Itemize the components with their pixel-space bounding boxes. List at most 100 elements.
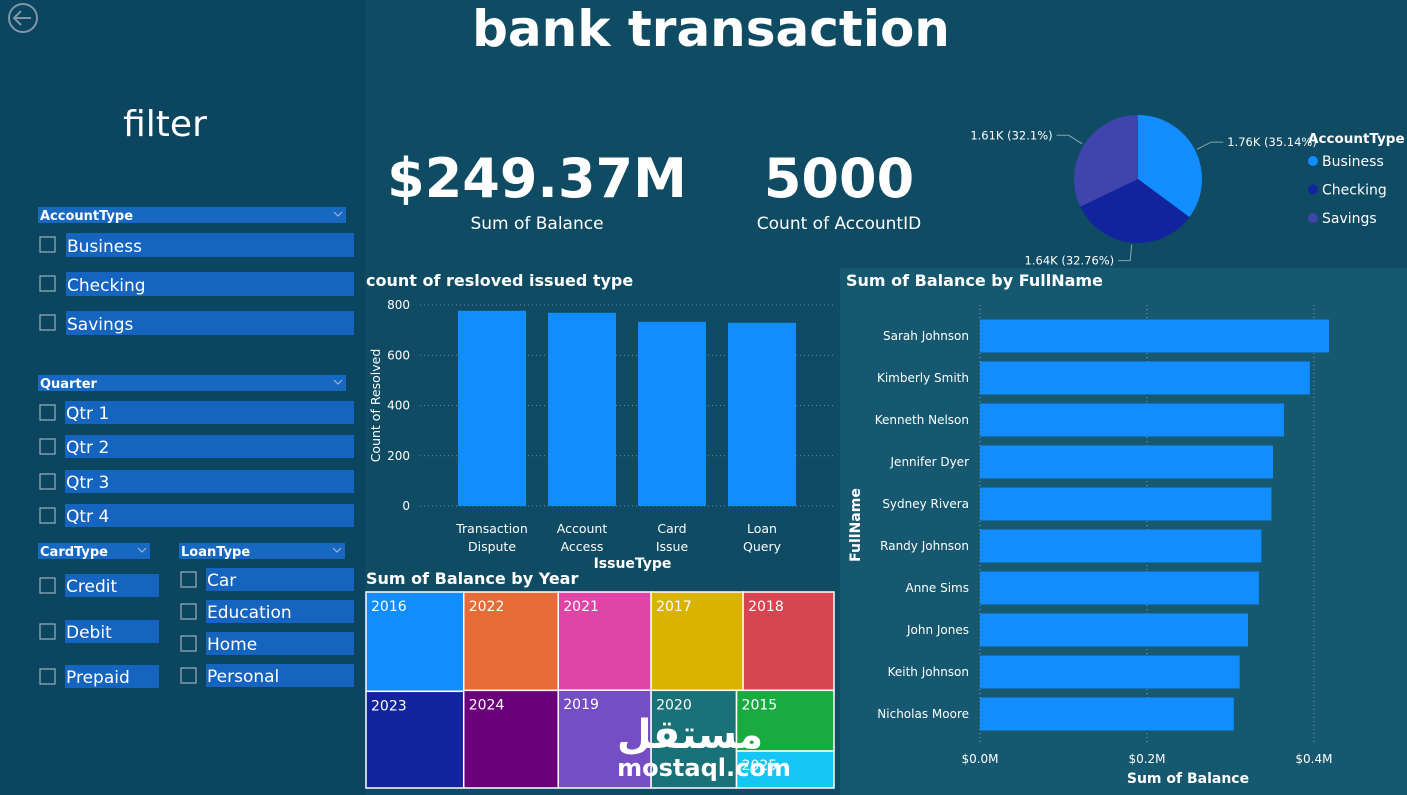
bar [728,322,796,506]
slicer-option-bg[interactable] [66,311,354,335]
treemap-label: 2024 [469,697,505,713]
x-tick-label: Loan Query [743,521,782,554]
slicer-checkbox[interactable] [39,507,56,524]
bar [638,321,706,506]
slicer-checkbox[interactable] [180,603,197,620]
back-arrow[interactable] [12,10,31,26]
slicer-option[interactable]: Prepaid [66,668,130,688]
x-tick-label-line: Access [561,539,604,554]
slicer-checkbox[interactable] [180,667,197,684]
y-tick-label: Sarah Johnson [883,329,969,343]
x-tick-label: $0.2M [1128,752,1165,766]
x-tick-label: Transaction Dispute [455,521,528,554]
slicer-checkbox[interactable] [39,577,56,594]
treemap-cell [735,689,835,752]
treemap-cell [462,689,560,789]
legend-label: Checking [1322,183,1387,199]
slicer-chevron [332,547,342,553]
slicer-checkbox[interactable] [39,275,56,292]
slicer-header [38,543,150,559]
slicer-option[interactable]: Home [207,635,257,655]
slicer-checkbox[interactable] [180,571,197,588]
slicer-option-bg[interactable] [65,435,354,458]
slicer-option-bg[interactable] [65,665,159,688]
slicer-option-bg[interactable] [206,600,354,623]
treemap-label: 2025 [742,758,778,774]
treemap-cell [365,690,465,789]
x-axis-label: Sum of Balance [1127,771,1249,787]
slicer-title: LoanType [181,545,250,560]
slicer-option-bg[interactable] [66,272,354,296]
watermark-logo: مستقل [617,712,763,758]
bar [458,310,526,506]
x-tick-label: Card Issue [656,521,689,554]
slicer-option-bg[interactable] [206,664,354,687]
y-tick-label: 200 [387,449,410,463]
treemap-label: 2018 [748,599,784,615]
treemap-cell [650,689,738,789]
slicer-checkbox[interactable] [39,473,56,490]
y-tick-label: 400 [387,399,410,413]
pie-slice [1074,115,1138,207]
bar [980,361,1310,395]
treemap-cell [735,750,835,789]
slicer-checkbox[interactable] [180,635,197,652]
slicer-checkbox[interactable] [39,404,56,421]
slicer-option[interactable]: Qtr 3 [66,473,109,493]
chart-title: count of resloved issued type [366,271,633,290]
slicer-checkbox[interactable] [39,236,56,253]
back-circle[interactable] [8,3,38,33]
kpi-label: Sum of Balance [470,214,603,234]
kpi-label: Count of AccountID [757,214,921,234]
treemap-label: 2017 [656,599,692,615]
slicer-option[interactable]: Debit [66,623,112,643]
legend-marker [1308,156,1318,166]
slicer-option[interactable]: Education [207,603,292,623]
treemap-label: 2022 [469,599,505,615]
y-axis-label: Count of Resolved [368,349,383,463]
slicer-checkbox[interactable] [39,668,56,685]
slicer-chevron [333,211,343,217]
pie-value-label: 1.61K (32.1%) [970,128,1052,142]
x-tick-label-line: Transaction [455,521,528,536]
slicer-option[interactable]: Business [67,237,142,257]
bar [548,312,616,506]
slicer-option-bg[interactable] [65,620,159,643]
slicer-option-bg[interactable] [65,401,354,424]
y-tick-label: Kimberly Smith [877,371,969,385]
slicer-checkbox[interactable] [39,314,56,331]
treemap-label: 2015 [742,697,778,713]
y-tick-label: 800 [387,298,410,312]
filter-panel [0,0,365,795]
back-button[interactable] [8,3,38,33]
x-tick-label: $0.0M [961,752,998,766]
slicer-option[interactable]: Checking [67,276,146,296]
legend-label: Savings [1322,211,1377,227]
bar [980,403,1284,437]
slicer-option[interactable]: Savings [67,315,134,335]
chart-title: Sum of Balance by FullName [846,271,1103,290]
slicer-option-bg[interactable] [65,574,159,597]
slicer-option-bg[interactable] [206,632,354,655]
x-tick-label-line: Query [743,539,782,554]
x-tick-label: $0.4M [1295,752,1332,766]
bar [980,613,1248,647]
slicer-option[interactable]: Qtr 4 [66,507,109,527]
slicer-option-bg[interactable] [65,470,354,493]
slicer-option[interactable]: Credit [66,577,117,597]
y-tick-label: Sydney Rivera [882,497,969,511]
slicer-option[interactable]: Personal [207,667,279,687]
slicer-option-bg[interactable] [206,568,354,591]
slicer-checkbox[interactable] [39,623,56,640]
x-tick-label-line: Issue [656,539,689,554]
bar [980,655,1240,689]
slicer-option[interactable]: Qtr 1 [66,404,109,424]
slicer-checkbox[interactable] [39,438,56,455]
slicer-option[interactable]: Car [207,571,236,591]
y-tick-label: Nicholas Moore [877,707,969,721]
slicer-option-bg[interactable] [65,504,354,527]
x-tick-label: Account Access [557,521,608,554]
slicer-option-bg[interactable] [66,233,354,257]
slicer-option[interactable]: Qtr 2 [66,438,109,458]
